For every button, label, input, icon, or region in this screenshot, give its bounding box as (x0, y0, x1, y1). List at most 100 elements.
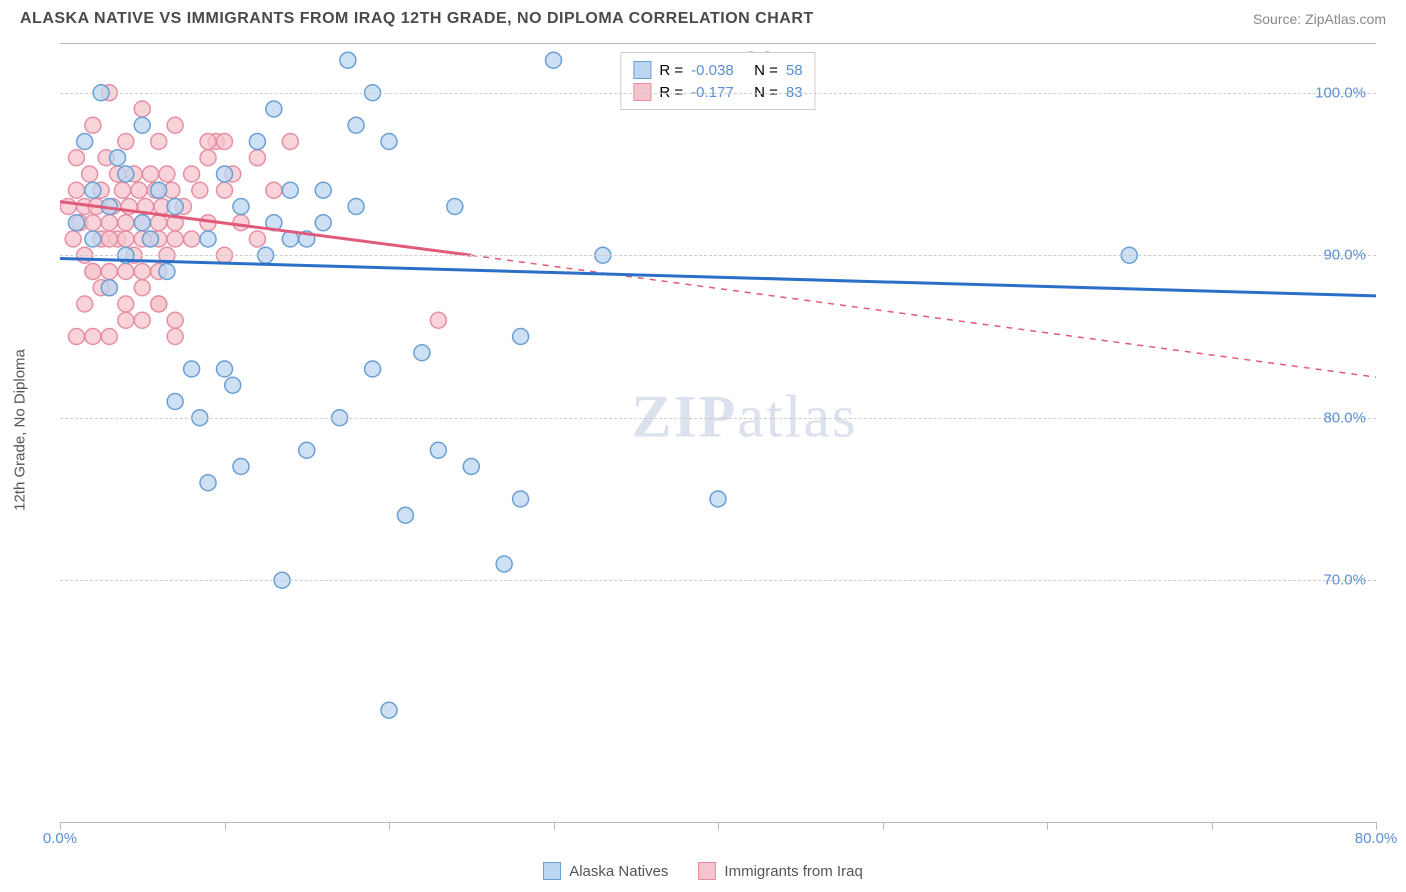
x-tick (1376, 822, 1377, 830)
scatter-point (118, 134, 134, 150)
scatter-point (151, 296, 167, 312)
scatter-point (266, 101, 282, 117)
r-value-0: -0.038 (691, 62, 746, 79)
legend-label-1: Immigrants from Iraq (724, 863, 862, 880)
legend-correlation: R = -0.038 N = 58 R = -0.177 N = 83 (620, 52, 815, 110)
scatter-point (249, 150, 265, 166)
scatter-point (414, 345, 430, 361)
scatter-point (340, 52, 356, 68)
scatter-point (282, 182, 298, 198)
legend-item-0: Alaska Natives (543, 862, 668, 880)
legend-swatch-bottom-1 (698, 862, 716, 880)
scatter-point (68, 329, 84, 345)
gridline (60, 93, 1376, 94)
x-tick (883, 822, 884, 830)
scatter-point (348, 199, 364, 215)
chart-title: ALASKA NATIVE VS IMMIGRANTS FROM IRAQ 12… (20, 10, 814, 28)
scatter-point (430, 312, 446, 328)
scatter-point (249, 134, 265, 150)
scatter-point (233, 215, 249, 231)
scatter-point (118, 215, 134, 231)
source-label: Source: (1253, 11, 1305, 27)
r-label: R = (659, 62, 683, 79)
scatter-point (381, 134, 397, 150)
scatter-point (131, 182, 147, 198)
scatter-point (217, 134, 233, 150)
scatter-point (233, 459, 249, 475)
y-tick-label: 80.0% (1323, 409, 1366, 426)
legend-row-series-0: R = -0.038 N = 58 (633, 59, 802, 81)
scatter-point (134, 312, 150, 328)
scatter-point (167, 394, 183, 410)
scatter-point (167, 329, 183, 345)
scatter-point (118, 166, 134, 182)
scatter-point (282, 134, 298, 150)
scatter-point (134, 280, 150, 296)
scatter-point (77, 134, 93, 150)
scatter-point (85, 231, 101, 247)
scatter-point (85, 182, 101, 198)
scatter-point (217, 361, 233, 377)
scatter-point (315, 182, 331, 198)
scatter-point (365, 361, 381, 377)
n-label: N = (754, 62, 778, 79)
scatter-point (299, 442, 315, 458)
chart-plot-area: ZIPatlas R = -0.038 N = 58 R = -0.177 N … (60, 43, 1376, 823)
scatter-point (217, 166, 233, 182)
n-value-0: 58 (786, 62, 803, 79)
scatter-point (200, 150, 216, 166)
scatter-point (249, 231, 265, 247)
scatter-point (118, 231, 134, 247)
scatter-point (134, 215, 150, 231)
scatter-point (118, 296, 134, 312)
scatter-point (159, 166, 175, 182)
scatter-point (192, 182, 208, 198)
scatter-point (142, 166, 158, 182)
scatter-point (496, 556, 512, 572)
scatter-point (101, 264, 117, 280)
x-tick-label: 80.0% (1355, 830, 1398, 847)
scatter-point (200, 134, 216, 150)
x-tick-label: 0.0% (43, 830, 77, 847)
scatter-point (101, 329, 117, 345)
scatter-point (167, 117, 183, 133)
scatter-point (151, 182, 167, 198)
x-tick (389, 822, 390, 830)
chart-header: ALASKA NATIVE VS IMMIGRANTS FROM IRAQ 12… (0, 0, 1406, 33)
scatter-point (233, 199, 249, 215)
scatter-point (184, 231, 200, 247)
scatter-point (101, 231, 117, 247)
scatter-point (217, 182, 233, 198)
scatter-point (68, 215, 84, 231)
x-tick (225, 822, 226, 830)
scatter-point (184, 361, 200, 377)
scatter-point (134, 264, 150, 280)
scatter-point (151, 215, 167, 231)
scatter-point (167, 199, 183, 215)
scatter-point (430, 442, 446, 458)
scatter-point (85, 117, 101, 133)
scatter-point (85, 329, 101, 345)
scatter-point (85, 215, 101, 231)
x-tick (1047, 822, 1048, 830)
scatter-point (266, 182, 282, 198)
scatter-point (142, 231, 158, 247)
scatter-point (85, 264, 101, 280)
y-tick-label: 90.0% (1323, 247, 1366, 264)
scatter-point (118, 264, 134, 280)
gridline (60, 580, 1376, 581)
scatter-point (167, 231, 183, 247)
source-attribution: Source: ZipAtlas.com (1253, 11, 1386, 27)
scatter-point (447, 199, 463, 215)
gridline (60, 418, 1376, 419)
scatter-point (68, 150, 84, 166)
y-tick-label: 70.0% (1323, 572, 1366, 589)
scatter-point (118, 312, 134, 328)
scatter-point (200, 475, 216, 491)
scatter-point (68, 182, 84, 198)
legend-item-1: Immigrants from Iraq (698, 862, 862, 880)
scatter-point (65, 231, 81, 247)
scatter-point (134, 101, 150, 117)
legend-label-0: Alaska Natives (569, 863, 668, 880)
y-axis-label: 12th Grade, No Diploma (12, 349, 29, 511)
